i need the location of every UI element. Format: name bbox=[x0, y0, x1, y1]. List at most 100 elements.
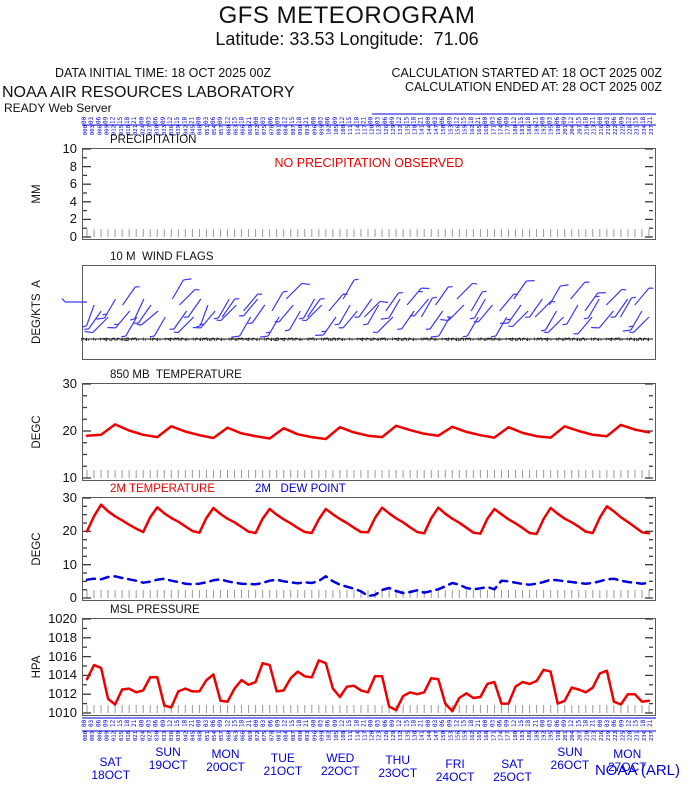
wind-barb bbox=[540, 310, 558, 332]
forecast-hour-label: 129 bbox=[391, 731, 397, 741]
forecast-hour-label: 150 bbox=[441, 731, 447, 741]
day-name: TUE bbox=[270, 751, 295, 765]
forecast-hour-label: 180 bbox=[513, 125, 519, 135]
forecast-hour-label: 171 bbox=[491, 125, 497, 135]
hour-label: 09 bbox=[504, 719, 511, 727]
hour-label: 00 bbox=[81, 116, 88, 124]
wind-barb bbox=[179, 288, 200, 306]
wind-speed-digit: 4 bbox=[542, 337, 551, 342]
hour-label: 12 bbox=[396, 719, 403, 727]
hour-label: 21 bbox=[360, 116, 367, 124]
forecast-hour-label: 018 bbox=[126, 125, 132, 135]
hour-label: 00 bbox=[253, 719, 260, 727]
wind-barb bbox=[271, 290, 288, 312]
wind-barb bbox=[307, 298, 325, 318]
wind-speed-digit: 5 bbox=[457, 337, 466, 342]
wind-speed-digit: 1 bbox=[343, 337, 352, 342]
wind-barb bbox=[149, 316, 166, 338]
wind-barbs-plot: 2114526311214321235212342126432131352114… bbox=[61, 278, 654, 342]
wind-barb bbox=[499, 293, 519, 312]
hour-label: 00 bbox=[368, 116, 375, 124]
forecast-hour-label: 135 bbox=[405, 731, 411, 741]
2m-temperature-panel bbox=[82, 497, 656, 601]
forecast-hour-label: 129 bbox=[391, 125, 397, 135]
hour-label: 15 bbox=[346, 116, 353, 124]
hour-label: 06 bbox=[95, 116, 102, 124]
hour-label: 18 bbox=[353, 719, 360, 727]
wind-speed-digit: 4 bbox=[357, 337, 366, 342]
y-tick-label: 4 bbox=[69, 193, 77, 209]
forecast-hour-label: 159 bbox=[463, 731, 469, 741]
forecast-hour-label: 111 bbox=[348, 731, 354, 741]
wind-speed-digit: 1 bbox=[471, 337, 480, 342]
forecast-hour-label: 126 bbox=[384, 731, 390, 741]
wind-barb bbox=[171, 278, 192, 300]
wind-barb bbox=[406, 287, 430, 306]
hour-label: 06 bbox=[439, 116, 446, 124]
forecast-hour-label: 021 bbox=[133, 731, 139, 741]
forecast-hour-label: 192 bbox=[542, 125, 548, 135]
forecast-hour-label: 066 bbox=[241, 125, 247, 135]
hour-label: 00 bbox=[138, 116, 145, 124]
forecast-hour-label: 072 bbox=[255, 125, 261, 135]
forecast-hour-label: 195 bbox=[549, 731, 555, 741]
wind-barb bbox=[82, 304, 95, 328]
hour-label: 21 bbox=[418, 116, 425, 124]
hour-label: 15 bbox=[117, 719, 124, 727]
wind-barb bbox=[584, 292, 606, 312]
wind-speed-digit: 2 bbox=[628, 337, 637, 342]
forecast-hour-label: 210 bbox=[585, 731, 591, 741]
wind-barb bbox=[133, 304, 152, 324]
wind-barb bbox=[96, 298, 117, 320]
hour-label: 03 bbox=[88, 116, 95, 124]
day-date: 18OCT bbox=[91, 768, 131, 782]
wind-barb bbox=[513, 280, 535, 300]
wind-speed-digit: 6 bbox=[272, 337, 281, 342]
forecast-hour-label: 108 bbox=[341, 125, 347, 135]
hour-label: 03 bbox=[489, 116, 496, 124]
forecast-hour-label: 051 bbox=[205, 125, 211, 135]
hour-label: 12 bbox=[511, 116, 518, 124]
forecast-hour-label: 045 bbox=[190, 125, 196, 135]
forecast-hour-label: 087 bbox=[291, 125, 297, 135]
forecast-hour-label: 042 bbox=[183, 125, 189, 135]
forecast-hour-label: 033 bbox=[162, 731, 168, 741]
forecast-hour-label: 114 bbox=[355, 124, 361, 135]
forecast-hour-label: 147 bbox=[434, 125, 440, 135]
hour-label: 15 bbox=[633, 719, 640, 727]
wind-barb bbox=[573, 316, 593, 335]
wind-barb bbox=[628, 316, 650, 334]
forecast-hour-label: 036 bbox=[169, 731, 175, 741]
850mb-temperature-panel bbox=[82, 383, 656, 481]
hour-label: 00 bbox=[482, 719, 489, 727]
wind-barb bbox=[462, 316, 479, 338]
forecast-hour-label: 237 bbox=[649, 731, 655, 741]
wind-speed-digit: 1 bbox=[315, 337, 324, 342]
forecast-hour-label: 150 bbox=[441, 125, 447, 135]
hourband-bottom-svg: 0000003003060060900912012150151801821021… bbox=[81, 717, 656, 741]
forecast-hour-label: 165 bbox=[477, 125, 483, 135]
hour-label: 18 bbox=[296, 719, 303, 727]
hour-label: 09 bbox=[561, 719, 568, 727]
forecast-hour-label: 192 bbox=[542, 731, 548, 741]
wind-speed-digit: 1 bbox=[621, 337, 630, 342]
forecast-hour-label: 102 bbox=[327, 731, 333, 741]
forecast-hour-label: 120 bbox=[370, 731, 376, 741]
wind-barb bbox=[195, 304, 209, 328]
forecast-hour-label: 162 bbox=[470, 125, 476, 135]
day-name: SAT bbox=[99, 755, 122, 769]
wind-speed-digit: 1 bbox=[187, 337, 196, 342]
forecast-hour-label: 198 bbox=[556, 125, 562, 135]
forecast-hour-label: 213 bbox=[592, 125, 598, 135]
forecast-hour-label: 090 bbox=[298, 731, 304, 741]
hour-label: 21 bbox=[131, 116, 138, 124]
hour-label: 12 bbox=[568, 719, 575, 727]
date-label: THU 23OCT bbox=[363, 754, 433, 780]
forecast-hour-label: 060 bbox=[226, 125, 232, 135]
hour-label: 03 bbox=[203, 116, 210, 124]
msl-pressure-line bbox=[85, 659, 651, 713]
wind-speed-digit: 3 bbox=[421, 337, 430, 342]
forecast-hour-label: 189 bbox=[534, 731, 540, 741]
forecast-hour-label: 012 bbox=[112, 731, 118, 741]
hour-label: 12 bbox=[224, 116, 231, 124]
